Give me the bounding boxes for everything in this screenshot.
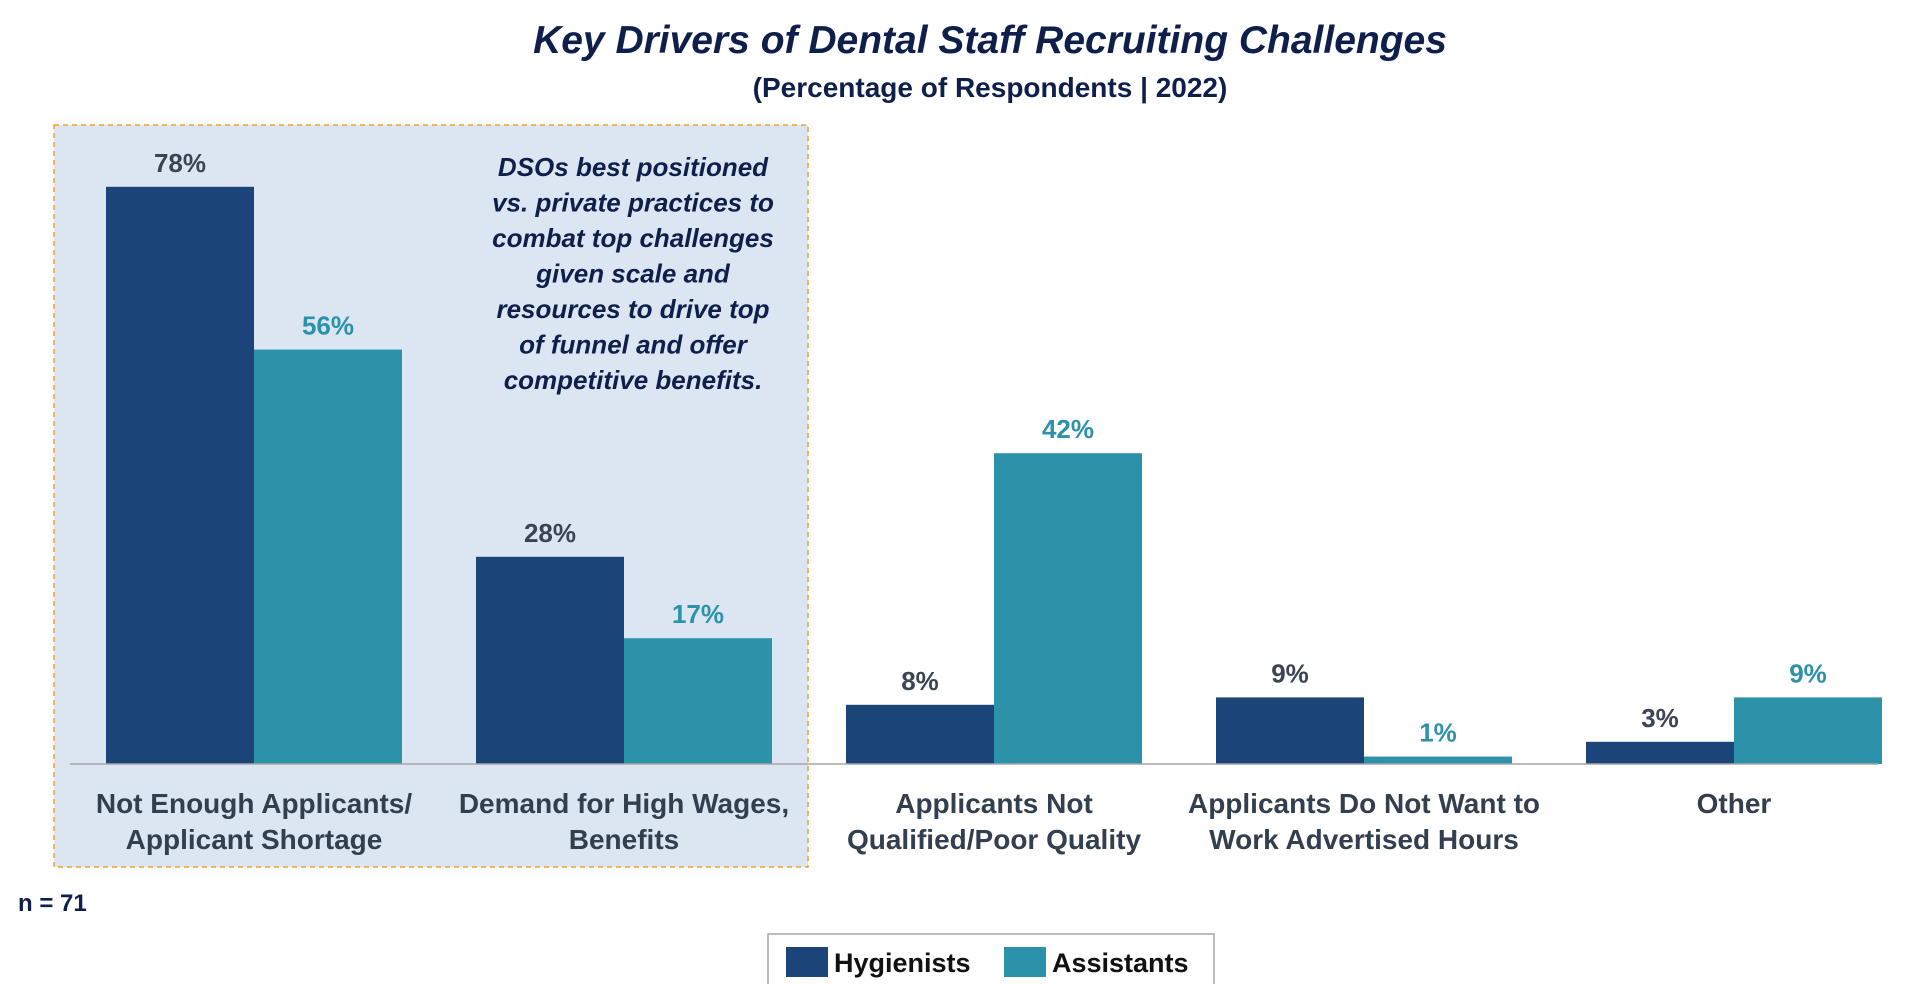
value-label-hygienists-0: 78% [154,148,206,178]
legend: Hygienists Assistants [767,933,1215,984]
category-label-3-line-0: Applicants Do Not Want to [1188,788,1540,819]
chart-title: Key Drivers of Dental Staff Recruiting C… [533,19,1447,62]
value-label-assistants-3: 1% [1419,718,1457,748]
bar-assistants-2 [994,453,1142,764]
bar-hygienists-4 [1586,741,1734,764]
category-label-2-line-0: Applicants Not [895,788,1093,819]
bars [106,186,1882,765]
callout-line-2: combat top challenges [492,223,774,253]
bar-assistants-3 [1364,756,1512,764]
category-label-0-line-1: Applicant Shortage [126,824,383,855]
legend-swatch-assistants [1004,947,1046,977]
value-labels: 78% 56% 28% 17% 8% 42% 9% 1% 3% 9% [154,148,1827,748]
value-label-hygienists-3: 9% [1271,658,1309,688]
callout-line-4: resources to drive top [496,294,769,324]
category-labels: Not Enough Applicants/Applicant Shortage… [96,788,1772,855]
bar-assistants-4 [1734,697,1882,764]
callout-line-1: vs. private practices to [492,188,774,218]
value-label-assistants-4: 9% [1789,658,1827,688]
bar-assistants-0 [254,349,402,764]
category-label-1-line-0: Demand for High Wages, [459,788,789,819]
legend-box [767,933,1215,984]
category-label-4-line-0: Other [1697,788,1772,819]
category-label-0-line-0: Not Enough Applicants/ [96,788,412,819]
legend-swatch-hygienists [786,947,828,977]
callout-line-3: given scale and [535,259,731,289]
category-label-3-line-1: Work Advertised Hours [1209,824,1519,855]
bar-hygienists-0 [106,186,254,765]
callout-line-5: of funnel and offer [519,330,749,360]
sample-size-note: n = 71 [18,890,87,917]
value-label-assistants-1: 17% [672,599,724,629]
chart-subtitle: (Percentage of Respondents | 2022) [753,72,1228,103]
callout-line-6: competitive benefits. [504,365,763,395]
category-label-1-line-1: Benefits [569,824,679,855]
callout-line-0: DSOs best positioned [498,152,769,182]
legend-label-assistants: Assistants [1052,948,1189,978]
value-label-hygienists-4: 3% [1641,703,1679,733]
bar-hygienists-3 [1216,697,1364,764]
category-label-2-line-1: Qualified/Poor Quality [847,824,1141,855]
legend-label-hygienists: Hygienists [834,948,971,978]
bar-hygienists-2 [846,704,994,764]
bar-hygienists-1 [476,556,624,764]
value-label-hygienists-2: 8% [901,666,939,696]
value-label-assistants-0: 56% [302,311,354,341]
value-label-assistants-2: 42% [1042,414,1094,444]
bar-assistants-1 [624,638,772,764]
callout-text: DSOs best positioned vs. private practice… [492,152,774,395]
value-label-hygienists-1: 28% [524,518,576,548]
